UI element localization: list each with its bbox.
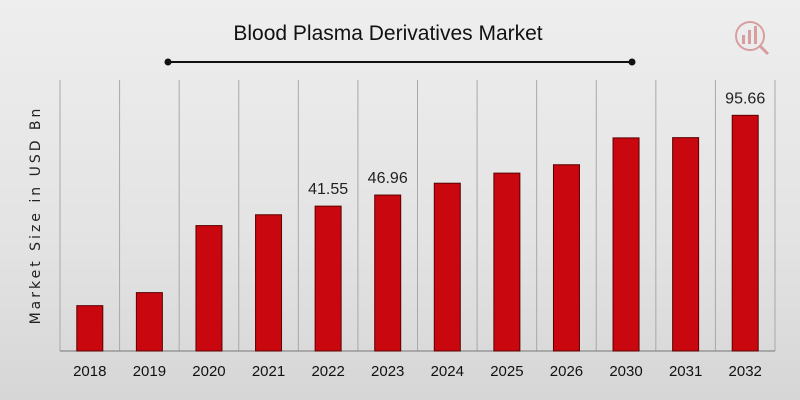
x-tick-2030: 2030	[609, 363, 642, 380]
bar-2021	[255, 214, 283, 352]
bar-2031	[672, 137, 700, 352]
bar-2020	[195, 225, 223, 352]
x-tick-2020: 2020	[192, 363, 225, 380]
data-label-2023: 46.96	[368, 170, 408, 187]
x-tick-2018: 2018	[73, 363, 106, 380]
mrfr-logo-icon	[735, 21, 770, 56]
bar-2022	[314, 205, 342, 352]
y-axis-label: Market Size in USD Bn	[28, 106, 44, 325]
double-ended-line-icon	[164, 58, 636, 66]
bar-2025	[493, 172, 521, 352]
x-tick-2026: 2026	[550, 363, 583, 380]
chart-title: Blood Plasma Derivatives Market	[233, 22, 542, 45]
data-label-2022: 41.55	[308, 181, 348, 198]
bar-2032	[731, 114, 759, 352]
bar-2030	[612, 137, 640, 352]
x-tick-2021: 2021	[252, 363, 285, 380]
x-tick-2022: 2022	[311, 363, 344, 380]
x-tick-2019: 2019	[133, 363, 166, 380]
bar-2018	[76, 305, 104, 352]
x-tick-2025: 2025	[490, 363, 523, 380]
bar-2019	[135, 292, 163, 352]
bar-2024	[433, 182, 461, 352]
x-tick-2023: 2023	[371, 363, 404, 380]
x-tick-2032: 2032	[729, 363, 762, 380]
bar-2026	[552, 164, 580, 352]
plot-area: 2018 2019 2020 2021 2022 41.55 2023 46.96 2024 20…	[59, 80, 776, 380]
bar-2023	[374, 194, 402, 352]
data-label-2032: 95.66	[725, 90, 765, 107]
x-tick-2024: 2024	[431, 363, 464, 380]
x-tick-2031: 2031	[669, 363, 702, 380]
